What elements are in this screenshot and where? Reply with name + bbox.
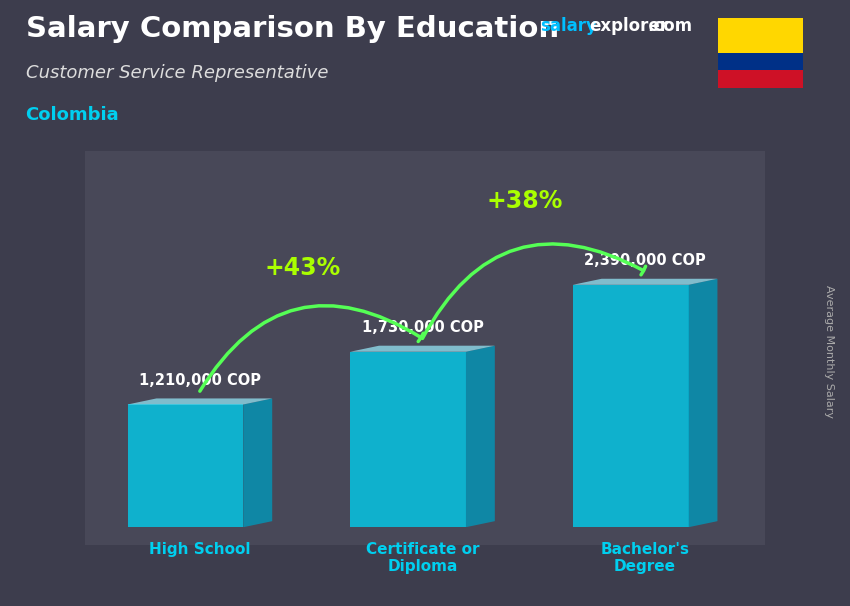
Text: High School: High School [149,542,251,557]
Text: Salary Comparison By Education: Salary Comparison By Education [26,15,558,43]
Bar [718,18,803,53]
Polygon shape [128,398,272,404]
Bar [718,53,803,70]
Text: 1,730,000 COP: 1,730,000 COP [361,320,484,335]
Text: Average Monthly Salary: Average Monthly Salary [824,285,834,418]
Text: Colombia: Colombia [26,106,119,124]
Text: salary: salary [540,17,597,35]
Polygon shape [243,398,272,527]
Polygon shape [573,279,717,285]
Polygon shape [466,345,495,527]
Text: Certificate or
Diploma: Certificate or Diploma [366,542,479,574]
Bar [85,152,765,545]
Polygon shape [688,279,717,527]
Text: 1,210,000 COP: 1,210,000 COP [139,373,261,387]
Text: .com: .com [647,17,692,35]
Polygon shape [350,345,495,351]
Text: Bachelor's
Degree: Bachelor's Degree [601,542,689,574]
Text: +38%: +38% [487,189,563,213]
Text: Customer Service Representative: Customer Service Representative [26,64,328,82]
Polygon shape [350,351,466,527]
Text: explorer: explorer [589,17,668,35]
Polygon shape [128,404,243,527]
Text: 2,390,000 COP: 2,390,000 COP [584,253,706,268]
Polygon shape [573,285,689,527]
Text: +43%: +43% [264,256,340,280]
Bar [718,70,803,88]
